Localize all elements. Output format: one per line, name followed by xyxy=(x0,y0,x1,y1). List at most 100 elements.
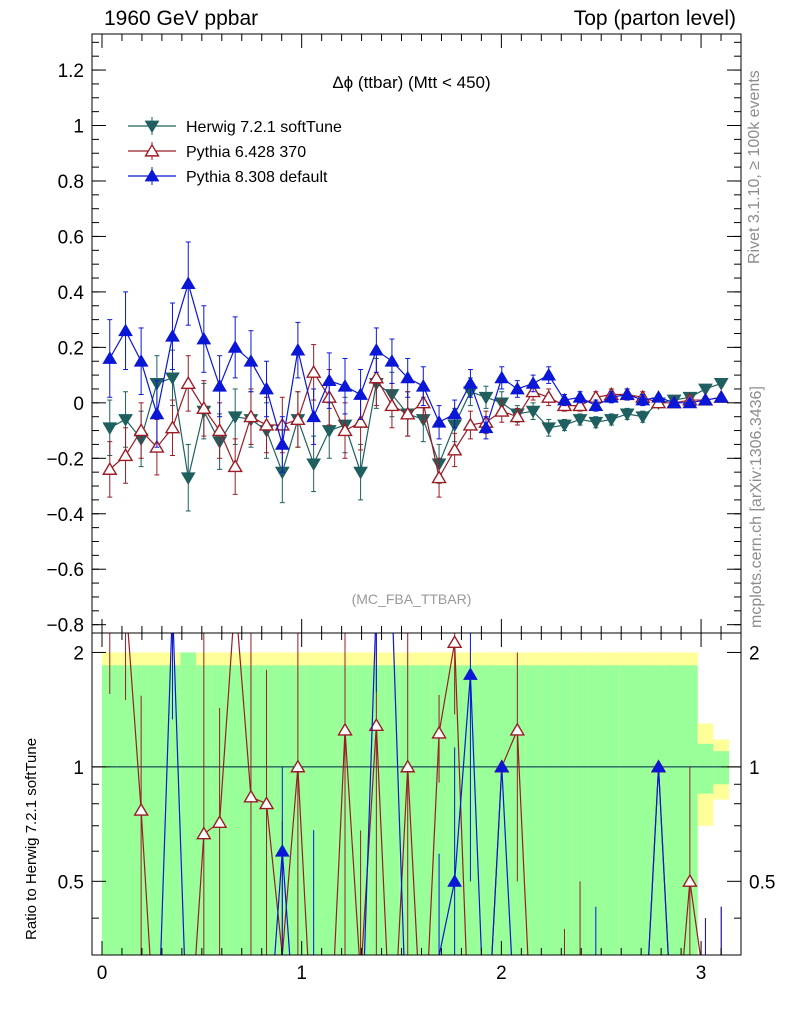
ratio-marker xyxy=(509,722,526,736)
data-marker xyxy=(368,370,385,384)
ratio-band-inner xyxy=(572,665,588,955)
ratio-band-inner xyxy=(587,665,604,955)
ratio-marker xyxy=(337,722,353,736)
data-marker xyxy=(368,342,384,356)
ratio-tick-label: 0.5 xyxy=(58,872,84,893)
data-marker xyxy=(463,376,478,389)
data-marker xyxy=(588,398,604,411)
ratio-tick-label-right: 0.5 xyxy=(749,872,775,893)
y-tick-label: 1.2 xyxy=(58,61,84,82)
data-marker xyxy=(698,392,713,406)
data-marker xyxy=(243,354,259,367)
ratio-series xyxy=(109,633,722,955)
ratio-frame xyxy=(91,632,742,956)
legend-label: Herwig 7.2.1 softTune xyxy=(186,119,342,136)
ratio-marker xyxy=(258,796,275,810)
data-marker xyxy=(290,411,306,426)
data-marker xyxy=(557,419,572,433)
ratio-band-inner xyxy=(619,665,636,955)
data-marker xyxy=(384,398,400,412)
ratio-marker xyxy=(211,814,228,829)
data-marker xyxy=(353,387,368,400)
data-marker xyxy=(509,409,526,423)
ratio-band-inner xyxy=(650,665,667,955)
ratio-band-inner xyxy=(384,665,400,955)
ratio-marker xyxy=(494,759,510,773)
data-marker xyxy=(541,422,557,435)
data-marker xyxy=(635,392,651,406)
data-marker xyxy=(180,276,196,289)
ratio-marker xyxy=(446,634,463,649)
ratio-marker xyxy=(133,802,149,816)
ratio-band-inner xyxy=(149,665,165,955)
data-marker xyxy=(494,403,510,417)
data-marker xyxy=(305,364,322,378)
ratio-band-inner xyxy=(415,665,432,955)
ratio-marker xyxy=(431,725,447,739)
data-marker xyxy=(290,342,306,356)
ratio-band-inner xyxy=(603,665,620,955)
ratio-marker xyxy=(463,667,478,680)
y-tick-label: −0.2 xyxy=(46,449,84,470)
data-marker xyxy=(258,417,275,431)
ratio-marker xyxy=(682,873,698,887)
y-tick-label: 0.4 xyxy=(58,283,85,304)
ratio-tick-label-right: 1 xyxy=(749,758,760,779)
ratio-tick-label: 1 xyxy=(73,758,84,779)
data-marker xyxy=(713,390,729,403)
data-marker xyxy=(211,423,228,437)
x-tick-label: 3 xyxy=(696,963,707,984)
ratio-marker xyxy=(447,874,463,887)
ratio-band-inner xyxy=(525,665,541,955)
data-marker xyxy=(713,378,729,391)
ratio-band-inner xyxy=(634,665,651,955)
ratio-tick-label-right: 2 xyxy=(749,643,760,664)
x-tick-label: 0 xyxy=(97,963,108,984)
ratio-y-label: Ratio to Herwig 7.2.1 softTune xyxy=(23,738,40,940)
data-marker xyxy=(651,390,666,403)
ratio-band-inner xyxy=(478,665,494,955)
data-marker xyxy=(494,370,510,384)
ratio-marker xyxy=(368,717,385,731)
data-marker xyxy=(415,379,431,392)
main-series xyxy=(102,241,729,512)
data-marker xyxy=(604,390,619,403)
data-marker xyxy=(227,340,243,353)
data-marker xyxy=(540,389,557,403)
data-marker xyxy=(572,390,588,403)
data-marker xyxy=(478,420,494,434)
watermark: (MC_FBA_TTBAR) xyxy=(352,591,472,607)
y-tick-label: 0.2 xyxy=(58,338,84,359)
series-line-0 xyxy=(109,377,722,478)
data-marker xyxy=(196,400,212,414)
ratio-marker xyxy=(243,789,259,803)
data-marker xyxy=(227,411,243,424)
data-marker xyxy=(525,376,541,389)
ratio-band-inner xyxy=(180,652,197,955)
data-marker xyxy=(117,447,134,462)
ratio-band-inner xyxy=(352,665,369,955)
ratio-band-inner xyxy=(227,665,244,955)
data-marker xyxy=(259,381,274,395)
data-marker xyxy=(337,379,353,392)
ratio-marker xyxy=(274,844,290,857)
ratio-bands xyxy=(101,652,730,955)
data-marker xyxy=(165,372,180,386)
data-marker xyxy=(337,423,353,437)
data-marker xyxy=(698,383,713,397)
ratio-band-inner xyxy=(117,665,134,955)
data-marker xyxy=(352,414,369,428)
ratio-line-1 xyxy=(127,633,701,955)
data-marker xyxy=(635,411,651,424)
data-marker xyxy=(619,408,635,422)
ratio-band-inner xyxy=(321,665,338,955)
data-marker xyxy=(102,351,118,364)
legend-marker xyxy=(144,143,160,157)
data-marker xyxy=(478,391,494,405)
data-marker xyxy=(196,331,212,345)
series-line-2 xyxy=(109,281,722,445)
data-marker xyxy=(572,398,588,412)
y-tick-label: −0.8 xyxy=(46,616,84,637)
y-tick-label: −0.4 xyxy=(46,505,84,526)
